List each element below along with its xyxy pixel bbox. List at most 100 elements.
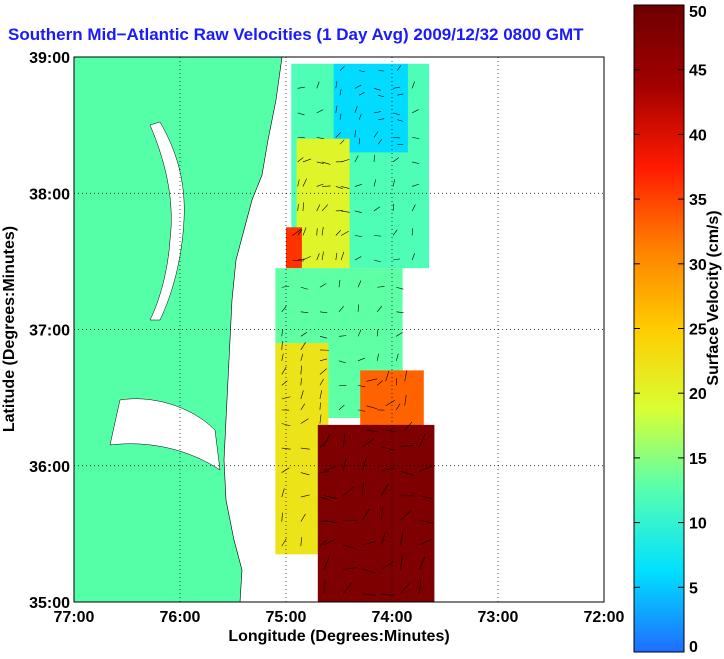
velocity-vector	[400, 555, 403, 570]
velocity-vector	[319, 414, 322, 424]
velocity-vector	[377, 286, 385, 288]
velocity-vector	[335, 132, 342, 138]
velocity-vector	[302, 158, 312, 163]
colorbar-scale	[633, 4, 685, 653]
velocity-vector	[419, 434, 426, 447]
velocity-vector	[419, 580, 421, 594]
velocity-vector	[300, 418, 309, 424]
velocity-vector	[340, 251, 345, 261]
velocity-vector	[357, 329, 362, 337]
velocity-region-3	[286, 227, 302, 269]
plot-frame	[73, 56, 605, 603]
velocity-vector	[397, 93, 404, 96]
velocity-vector	[319, 440, 326, 449]
velocity-vector	[354, 183, 362, 187]
colorbar-tick-label: 5	[689, 580, 698, 597]
velocity-vector	[395, 353, 399, 361]
velocity-vector	[281, 305, 287, 312]
y-tick-label: 36:00	[29, 459, 70, 476]
velocity-vector	[395, 378, 398, 386]
velocity-vector	[300, 353, 304, 361]
velocity-vector	[343, 544, 357, 550]
velocity-vector	[319, 311, 328, 314]
velocity-vector	[392, 203, 395, 211]
velocity-vector	[359, 92, 365, 96]
velocity-vector	[319, 390, 323, 400]
velocity-vector	[419, 556, 426, 570]
velocity-vector	[373, 235, 382, 237]
x-tick-label: 72:00	[584, 609, 625, 626]
velocity-vector	[323, 556, 330, 570]
x-tick-label: 73:00	[478, 609, 519, 626]
velocity-vector	[343, 582, 352, 595]
velocity-vector	[316, 228, 318, 236]
velocity-vector	[357, 280, 362, 288]
velocity-vector	[419, 539, 433, 546]
velocity-vector	[393, 137, 401, 139]
velocity-vector	[381, 446, 395, 451]
velocity-vector	[354, 155, 359, 163]
velocity-vector	[300, 342, 306, 351]
velocity-vector	[281, 538, 287, 547]
velocity-vector	[385, 430, 397, 433]
velocity-vector	[281, 340, 283, 350]
y-ticks: 39:00 38:00 37:00 36:00 35:00	[29, 50, 70, 612]
velocity-vector	[323, 580, 326, 594]
colorbar-tick-label: 15	[689, 451, 707, 468]
velocity-vector	[376, 353, 379, 361]
velocity-vector	[354, 256, 362, 261]
velocity-vector	[343, 519, 357, 522]
velocity-vector	[300, 513, 306, 522]
velocity-vector	[404, 394, 407, 406]
chesapeake-bay	[149, 121, 185, 321]
x-tick-label: 75:00	[266, 609, 307, 626]
velocity-vector	[362, 458, 367, 472]
velocity-vector	[297, 258, 305, 261]
velocity-vector	[362, 569, 376, 574]
colorbar-tick-label: 10	[689, 516, 707, 533]
velocity-vector	[373, 259, 381, 263]
velocity-vector	[366, 378, 378, 382]
velocity-vector	[411, 228, 413, 236]
velocity-vector	[411, 81, 415, 89]
x-tick-label: 77:00	[54, 609, 95, 626]
velocity-vector	[300, 403, 306, 411]
velocity-vector	[411, 253, 415, 261]
y-axis-label: Latitude (Degrees:Minutes)	[1, 226, 18, 432]
x-axis-label: Longitude (Degrees:Minutes)	[228, 628, 449, 645]
velocity-vector	[297, 112, 305, 116]
velocity-vector	[281, 366, 287, 375]
velocity-vector	[419, 519, 433, 524]
velocity-vector	[357, 357, 365, 362]
velocity-vector	[300, 332, 308, 337]
velocity-vector	[316, 183, 324, 187]
velocity-vector	[297, 179, 300, 187]
velocity-vector	[300, 311, 309, 313]
velocity-vector	[376, 328, 379, 337]
velocity-vector	[281, 447, 291, 450]
velocity-vector	[319, 402, 321, 410]
y-tick-label: 39:00	[29, 50, 70, 67]
velocity-vector	[297, 229, 303, 236]
velocity-vector	[300, 447, 310, 450]
velocity-vector	[319, 378, 324, 386]
velocity-vector	[319, 358, 328, 362]
velocity-vector	[335, 105, 338, 113]
velocity-vector	[419, 465, 433, 472]
velocity-vector	[300, 286, 308, 290]
velocity-vector	[393, 86, 401, 89]
velocity-vector	[362, 482, 364, 496]
velocity-vector	[373, 111, 382, 114]
velocity-vector	[321, 161, 331, 165]
velocity-vector	[366, 405, 378, 410]
velocity-vector	[404, 370, 408, 382]
velocity-vector	[385, 370, 390, 382]
velocity-vector	[354, 210, 362, 214]
velocity-vector	[316, 204, 321, 212]
velocity-vector	[316, 137, 324, 139]
velocity-vector	[377, 139, 383, 145]
velocity-vector	[392, 157, 399, 163]
velocity-vector	[338, 279, 341, 288]
velocity-vector	[354, 130, 356, 138]
velocity-vector	[354, 106, 358, 113]
